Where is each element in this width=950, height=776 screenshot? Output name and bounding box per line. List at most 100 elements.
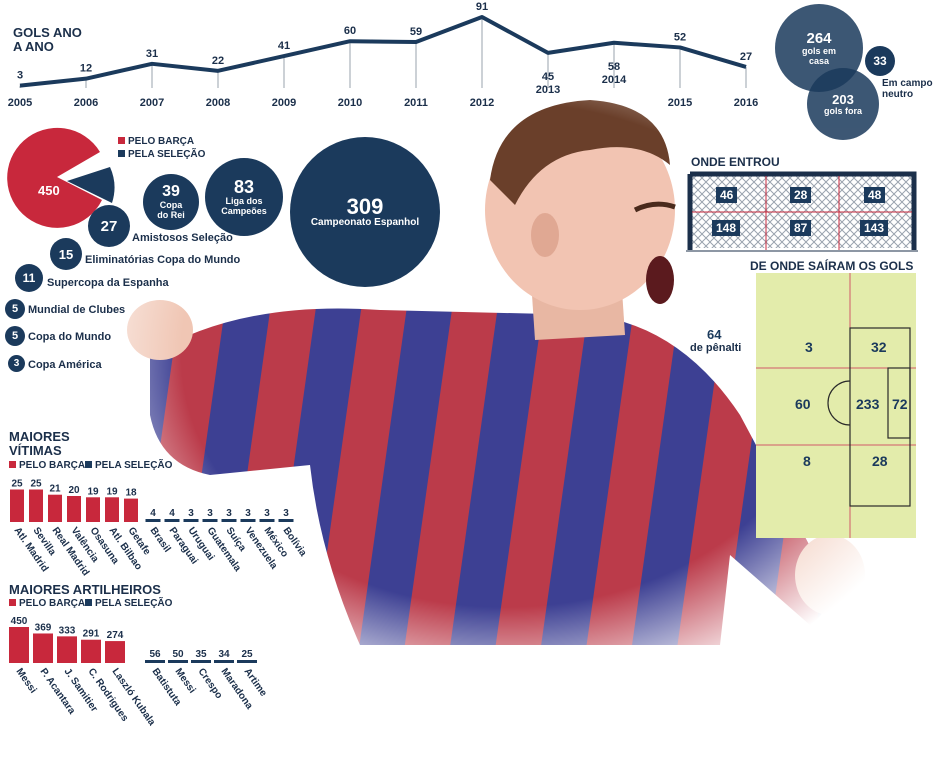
neutral-label1: Em campo	[882, 78, 933, 89]
bar-value-label: 3	[283, 508, 289, 519]
line-chart-data-label: 31	[146, 48, 158, 60]
goal-cell: 87	[790, 220, 812, 236]
line-chart-data-label: 52	[674, 31, 686, 43]
line-chart-x-tick: 2011	[404, 97, 428, 109]
pitch-zone: 32	[871, 339, 887, 355]
line-chart-title: GOLS ANO A ANO	[13, 26, 83, 54]
competition-supercopa: 11	[15, 264, 43, 292]
line-chart-x-tick: 2014	[602, 74, 627, 86]
bar-value-label: 291	[83, 629, 100, 640]
victims-title-line1: MAIORES	[9, 429, 70, 444]
home-goals-value: 264	[806, 29, 832, 47]
bar	[81, 639, 101, 663]
legend-swatch-barca	[118, 137, 125, 144]
competition-value: 3	[13, 357, 20, 369]
competition-label: do Rei	[157, 210, 185, 220]
victims-title: MAIORES VÍTIMAS	[9, 430, 70, 458]
line-chart-x-tick: 2016	[734, 97, 758, 109]
line-chart-data-label: 22	[212, 55, 224, 67]
competition-label: Copa	[159, 200, 183, 210]
line-chart-data-label: 12	[80, 63, 92, 75]
bar	[183, 519, 199, 522]
legend-swatch-barca	[9, 599, 16, 606]
goal-cell: 46	[716, 187, 738, 203]
bar	[191, 660, 211, 663]
pie-legend-selecao-label: PELA SELEÇÃO	[128, 149, 206, 160]
legend-swatch-barca	[9, 461, 16, 468]
pie-legend-barca-label: PELO BARÇA	[128, 136, 195, 147]
victims-legend-selecao: PELA SELEÇÃO	[85, 460, 172, 471]
pie-slice-selecao	[67, 167, 115, 203]
line-chart-data-label: 58	[608, 61, 620, 73]
pie-slice-barca	[7, 127, 102, 228]
bar	[33, 633, 53, 663]
line-chart-title-line1: GOLS ANO	[13, 25, 82, 40]
bar-value-label: 19	[106, 486, 118, 497]
competition-campeonato-espanhol: 309 Campeonato Espanhol	[290, 137, 440, 287]
scorers-title: MAIORES ARTILHEIROS	[9, 582, 161, 597]
bar	[278, 519, 294, 522]
bar	[67, 496, 81, 522]
bar	[168, 660, 188, 663]
bar	[29, 489, 43, 522]
scorers-legend-selecao: PELA SELEÇÃO	[85, 598, 172, 609]
bar	[86, 497, 100, 522]
home-goals-label2: casa	[808, 55, 830, 66]
bar-value-label: 4	[169, 508, 175, 519]
line-chart-x-tick: 2010	[338, 97, 362, 109]
bar-value-label: 20	[68, 485, 80, 496]
line-chart-x-tick: 2005	[8, 97, 32, 109]
bar-value-label: 56	[149, 649, 161, 660]
line-chart-x-tick: 2008	[206, 97, 230, 109]
bar-value-label: 25	[241, 649, 253, 660]
bar-value-label: 25	[11, 479, 23, 490]
bar	[9, 627, 29, 663]
competition-copa-america: 3	[8, 355, 25, 372]
goal-title: ONDE ENTROU	[691, 155, 780, 169]
bar-value-label: 25	[30, 479, 42, 490]
pie-legend-selecao: PELA SELEÇÃO	[118, 149, 205, 160]
competition-copa-mundo: 5	[5, 326, 25, 346]
team-pie	[7, 127, 115, 228]
pie-legend-barca: PELO BARÇA	[118, 136, 194, 147]
goal-cell: 28	[790, 187, 812, 203]
competition-liga-campeoes: 83 Liga dos Campeões	[205, 158, 283, 236]
competition-label-copa-america: Copa América	[28, 359, 102, 371]
bar-value-label: 3	[245, 508, 251, 519]
away-goals-circle: 203 gols fora	[807, 68, 879, 140]
bar-value-label: 369	[35, 622, 52, 633]
bar-value-label: 50	[172, 649, 184, 660]
goal-cell: 143	[860, 220, 889, 236]
victims-legend-barca: PELO BARÇA	[9, 460, 85, 471]
competition-value: 5	[11, 302, 19, 315]
scorers-legend-barca: PELO BARÇA	[9, 598, 85, 609]
line-chart-data-label: 59	[410, 26, 422, 38]
neutral-goals-label: Em campo neutro	[882, 78, 933, 100]
line-chart-data-label: 45	[542, 71, 554, 83]
legend-swatch-selecao	[85, 599, 92, 606]
pie-barca-value: 450	[38, 183, 60, 198]
line-chart-x-tick: 2015	[668, 97, 692, 109]
bar-value-label: 21	[49, 484, 61, 495]
pitch-title: DE ONDE SAÍRAM OS GOLS	[750, 259, 914, 273]
line-chart-x-tick: 2009	[272, 97, 296, 109]
scorers-legend-barca-label: PELO BARÇA	[19, 598, 86, 609]
pie-selecao-value: 50	[91, 155, 105, 169]
legend-swatch-selecao	[118, 150, 125, 157]
competition-mundial-clubes: 5	[5, 299, 25, 319]
line-chart-x-tick: 2006	[74, 97, 98, 109]
goal-frame	[686, 171, 918, 252]
bar-value-label: 3	[188, 508, 194, 519]
competition-eliminatorias: 15	[50, 238, 82, 270]
line-chart: 3 2005 12 2006 31 2007 22 2008 41 2009 60 2010 59 201…	[8, 1, 758, 109]
pitch-zone: 60	[795, 396, 811, 412]
bar-value-label: 3	[207, 508, 213, 519]
bar	[164, 519, 180, 522]
goal-cell: 48	[864, 187, 886, 203]
competition-value: 11	[22, 271, 36, 285]
pitch-zone: 72	[892, 396, 908, 412]
pitch	[756, 273, 916, 538]
bar	[145, 660, 165, 663]
line-chart-x-tick: 2007	[140, 97, 164, 109]
pitch-zone: 8	[803, 453, 811, 469]
